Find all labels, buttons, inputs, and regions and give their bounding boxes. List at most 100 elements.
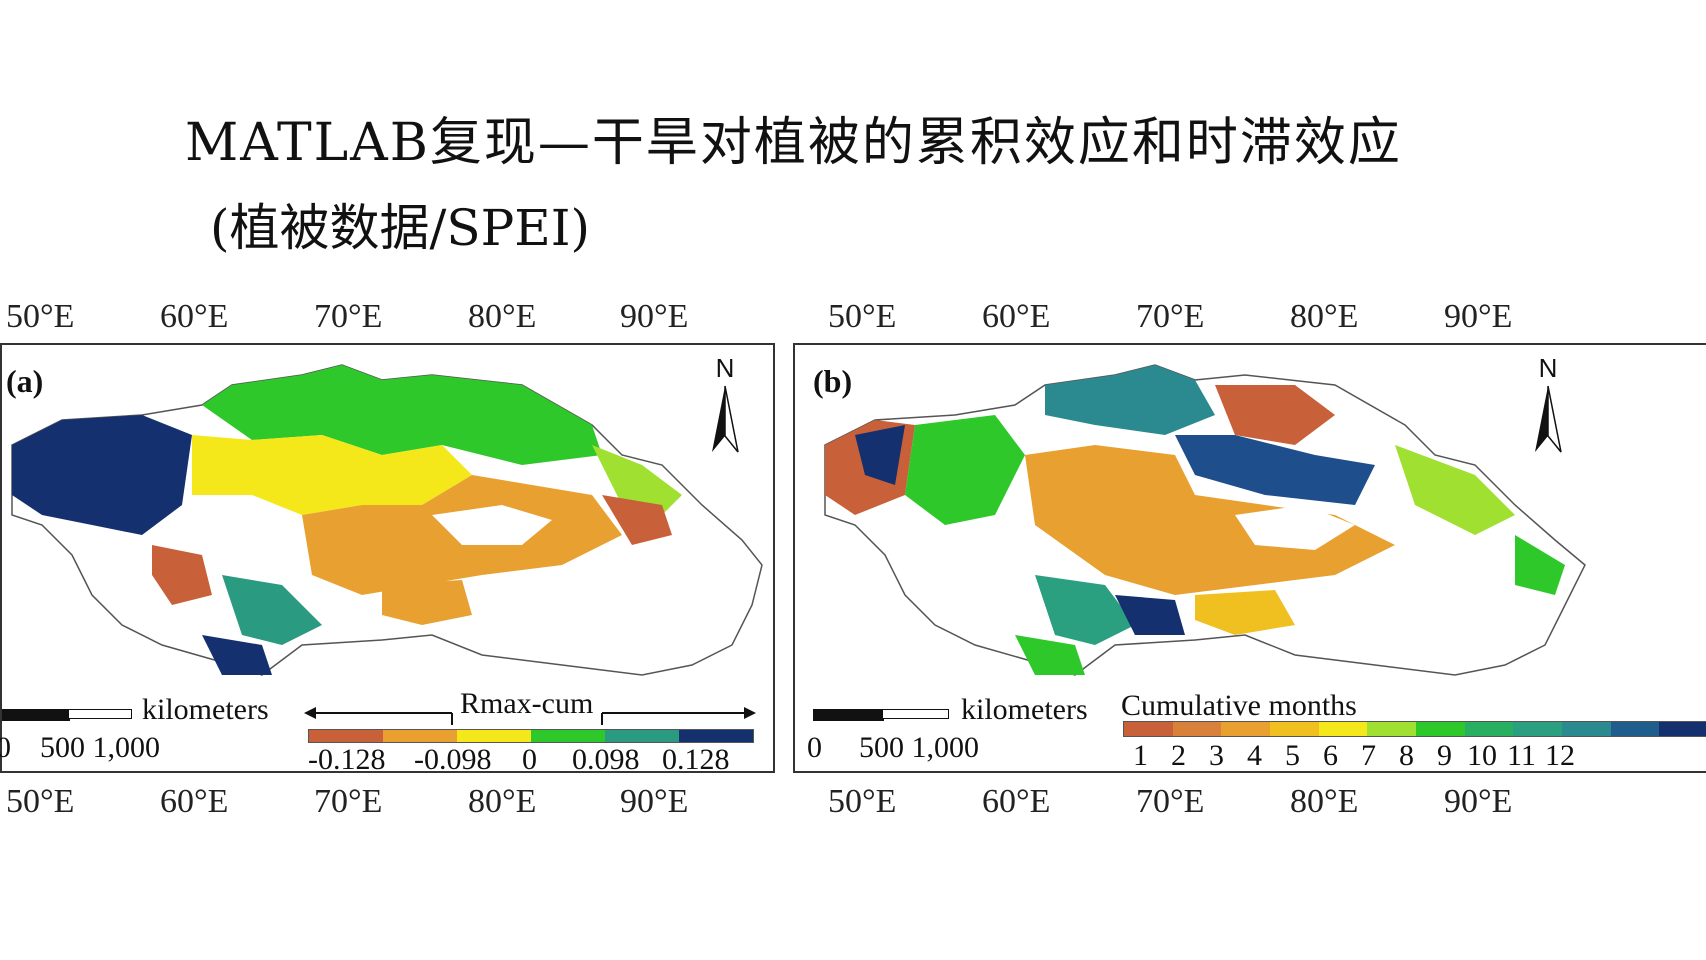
legend-swatch — [1172, 722, 1222, 736]
lon-tick: 90°E — [1444, 298, 1513, 335]
patch-green-east — [592, 445, 682, 515]
patch-white-basin — [1235, 505, 1355, 550]
patch-teal-south — [222, 575, 322, 645]
patch-red-north — [1215, 385, 1335, 445]
lon-tick: 50°E — [6, 783, 75, 820]
patch-yellow-center — [192, 435, 472, 515]
lon-tick: 90°E — [1444, 783, 1513, 820]
legend-swatch — [531, 730, 605, 742]
lon-tick: 60°E — [160, 298, 229, 335]
patch-white-basin — [432, 505, 552, 545]
patch-navy-west — [855, 425, 905, 485]
panel-b-label: (b) — [813, 363, 853, 399]
scale-zero: 0 — [807, 731, 822, 764]
legend-value: 3 — [1209, 739, 1224, 772]
legend-arrows — [304, 707, 756, 725]
north-label: N — [1538, 353, 1558, 383]
legend-title: Rmax-cum — [460, 687, 594, 720]
legend-value: 9 — [1437, 739, 1452, 772]
legend-value: 0.098 — [572, 743, 640, 776]
patch-lime-east — [1395, 445, 1515, 535]
lon-tick: 60°E — [982, 783, 1051, 820]
scale-bar — [2, 709, 134, 721]
legend-value: 12 — [1545, 739, 1575, 772]
legend-color-bar — [1123, 721, 1706, 737]
patch-red-west — [152, 545, 212, 605]
legend-swatch — [1124, 722, 1173, 736]
patch-navy-south — [202, 635, 272, 675]
panel-a-label: (a) — [6, 363, 44, 399]
patch-navy-west — [12, 415, 192, 535]
legend-swatch — [1367, 722, 1417, 736]
patch-yellow-south — [1195, 590, 1295, 635]
scale-numbers: 500 1,000 — [40, 731, 160, 764]
legend-value: 10 — [1467, 739, 1497, 772]
lon-tick: 90°E — [620, 298, 689, 335]
legend-value: 0.128 — [662, 743, 730, 776]
lon-tick: 70°E — [1136, 783, 1205, 820]
panel-a-frame: (a) N kilometers 0 500 1,000 Rmax-cum -0… — [0, 343, 775, 776]
lon-tick: 70°E — [314, 783, 383, 820]
lon-tick: 80°E — [468, 298, 537, 335]
legend-value: -0.128 — [308, 743, 386, 776]
legend-value: 2 — [1171, 739, 1186, 772]
patch-navy-center — [1175, 435, 1375, 505]
legend-swatch — [1318, 722, 1368, 736]
lon-tick: 80°E — [468, 783, 537, 820]
patch-green-south — [1015, 635, 1085, 675]
legend-swatch — [1513, 722, 1563, 736]
north-arrow: N — [1533, 353, 1563, 461]
legend-value: 1 — [1133, 739, 1148, 772]
legend-swatch — [309, 730, 383, 742]
legend-swatch — [1270, 722, 1319, 736]
panel-b-frame: (b) N kilometers 0 500 1,000 Cumulative … — [793, 343, 1706, 773]
north-label: N — [715, 353, 735, 383]
legend-swatch — [1221, 722, 1271, 736]
legend-value: 6 — [1323, 739, 1338, 772]
north-arrow: N — [710, 353, 740, 461]
legend-value: -0.098 — [414, 743, 492, 776]
scale-numbers: 500 1,000 — [859, 731, 979, 764]
scale-bar — [813, 709, 951, 721]
legend-swatch — [605, 730, 679, 742]
lon-tick: 50°E — [6, 298, 75, 335]
patch-green-east — [1515, 535, 1565, 595]
legend-value: 5 — [1285, 739, 1300, 772]
lon-tick: 90°E — [620, 783, 689, 820]
lon-tick: 60°E — [160, 783, 229, 820]
patch-navy-south — [1115, 595, 1185, 635]
scale-zero: 0 — [0, 731, 11, 764]
panel-a-map — [11, 364, 763, 676]
patch-orange-center — [1025, 445, 1395, 595]
patch-red-east — [602, 495, 672, 545]
lon-tick: 70°E — [314, 298, 383, 335]
figure-title: MATLAB复现—干旱对植被的累积效应和时滞效应 — [185, 113, 1402, 173]
legend-swatch — [1610, 722, 1660, 736]
north-arrow-icon — [1535, 385, 1562, 453]
figure-subtitle: (植被数据/SPEI) — [210, 199, 591, 257]
legend-swatch — [1416, 722, 1465, 736]
north-arrow-icon — [712, 385, 739, 453]
lon-tick: 70°E — [1136, 298, 1205, 335]
lon-tick: 80°E — [1290, 298, 1359, 335]
scale-unit: kilometers — [142, 693, 269, 726]
legend-swatch — [383, 730, 457, 742]
patch-green-north — [202, 365, 602, 465]
patch-teal-south — [1035, 575, 1135, 645]
legend-swatch — [1562, 722, 1611, 736]
legend-value: 11 — [1507, 739, 1536, 772]
legend-swatch — [1659, 722, 1706, 736]
legend-swatch — [1464, 722, 1514, 736]
lon-tick: 60°E — [982, 298, 1051, 335]
lon-tick: 50°E — [828, 298, 897, 335]
legend-color-bar — [308, 729, 754, 743]
patch-orange-south — [382, 580, 472, 625]
lon-tick: 80°E — [1290, 783, 1359, 820]
scale-unit: kilometers — [961, 693, 1088, 726]
lon-tick: 50°E — [828, 783, 897, 820]
panel-b-map — [824, 364, 1586, 676]
patch-green-west — [905, 415, 1025, 525]
legend-title: Cumulative months — [1121, 689, 1357, 722]
legend-value: 4 — [1247, 739, 1262, 772]
patch-teal-north — [1045, 365, 1215, 435]
